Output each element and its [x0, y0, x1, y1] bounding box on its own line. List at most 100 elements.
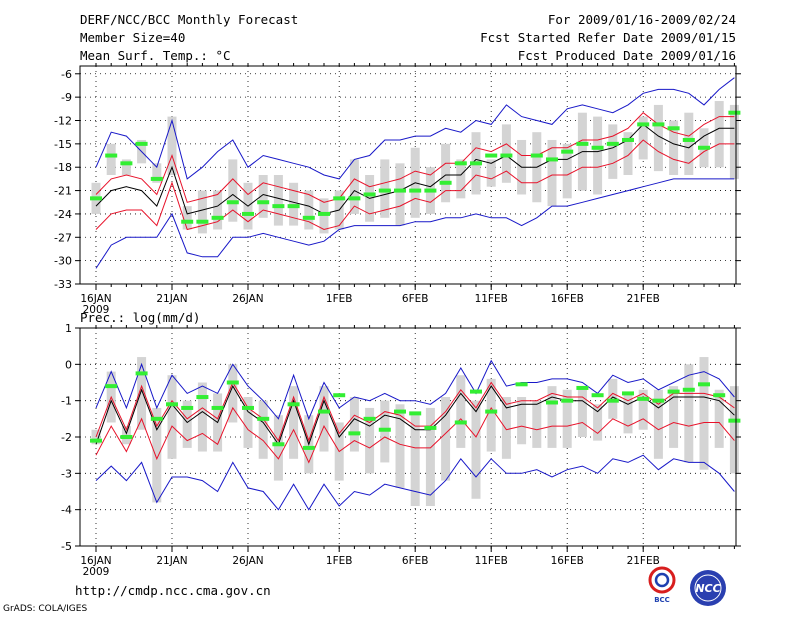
ensemble-box — [729, 386, 739, 474]
ensemble-box — [121, 159, 131, 175]
observation-mark — [302, 215, 315, 220]
ensemble-box — [593, 116, 603, 195]
observation-mark — [637, 122, 650, 127]
y-tick-label: -15 — [54, 138, 72, 151]
x-tick-label: 26JAN — [232, 555, 263, 567]
lower-spread-line — [95, 406, 735, 464]
min-line — [95, 454, 735, 511]
ensemble-box — [608, 124, 618, 179]
ensemble-box — [167, 116, 177, 175]
observation-mark — [378, 188, 391, 193]
temperature-panel: -6 -9 -12 -15 -18 -21 -24 -27 -30 -33 16JAN 21JAN 26… — [54, 63, 741, 316]
observation-mark — [698, 382, 710, 387]
ensemble-box — [684, 112, 694, 175]
x-year-label: 2009 — [83, 566, 110, 578]
observation-mark — [424, 425, 437, 430]
grads-credit: GrADS: COLA/IGES — [3, 604, 88, 614]
ensemble-box — [623, 132, 633, 175]
x-tick-label: 6FEB — [402, 293, 429, 305]
y-tick-label: -18 — [54, 161, 72, 174]
observation-mark — [287, 402, 300, 407]
ensemble-box — [486, 378, 496, 452]
observation-mark — [196, 395, 209, 400]
ensemble-box — [213, 190, 223, 230]
observation-mark — [591, 393, 604, 398]
ensemble-box — [517, 397, 527, 445]
ensemble-box — [669, 386, 679, 448]
ensemble-box — [182, 400, 192, 448]
observation-mark — [394, 188, 406, 193]
observation-mark — [576, 385, 589, 390]
observation-mark — [272, 204, 285, 209]
observation-mark — [105, 384, 118, 389]
y-tick-label: -27 — [54, 231, 72, 244]
observation-mark — [196, 219, 209, 224]
y-tick-label: -21 — [54, 185, 72, 198]
observation-mark — [90, 196, 102, 201]
ensemble-box — [471, 400, 481, 499]
ensemble-box — [289, 386, 299, 459]
observation-mark — [394, 409, 406, 414]
y-tick-label: -3 — [61, 467, 72, 480]
ensemble-box — [714, 101, 724, 168]
observation-mark — [591, 145, 604, 150]
observation-mark — [242, 211, 254, 216]
ensemble-box — [152, 163, 162, 183]
ensemble-box — [456, 159, 466, 199]
observation-mark — [242, 405, 254, 410]
ensemble-box — [395, 163, 405, 226]
ensemble-box — [653, 104, 663, 172]
ensemble-box — [395, 404, 405, 488]
ensemble-box — [684, 364, 694, 463]
ensemble-box — [638, 116, 648, 160]
source-url[interactable]: http://cmdp.ncc.cma.gov.cn — [75, 583, 271, 598]
observation-mark — [530, 153, 543, 158]
ensemble-box — [197, 382, 207, 452]
ensemble-box — [197, 190, 207, 234]
x-year-label: 2009 — [83, 304, 110, 316]
y-tick-label: -2 — [61, 431, 72, 444]
observation-mark — [424, 188, 437, 193]
y-tick-label: 0 — [65, 358, 72, 371]
ensemble-box — [593, 404, 603, 441]
observation-mark — [606, 398, 619, 403]
y-tick-label: -4 — [61, 504, 72, 517]
ensemble-box — [638, 389, 648, 430]
x-tick-label: 1FEB — [326, 555, 353, 567]
ensemble-box — [456, 375, 466, 448]
ensemble-box — [441, 397, 451, 481]
observation-mark — [150, 176, 163, 181]
x-tick-label: 11FEB — [475, 555, 508, 567]
observation-mark — [318, 409, 330, 414]
precipitation-panel: 1 0 -1 -2 -3 -4 -5 16JAN 21JAN 26JAN 1FEB 6FEB 11FEB… — [61, 322, 741, 578]
observation-mark — [698, 145, 710, 150]
ensemble-box — [669, 120, 679, 175]
observation-mark — [257, 200, 270, 205]
observation-mark — [333, 196, 346, 201]
x-tick-label: 21FEB — [627, 293, 660, 305]
produced-date: Fcst Produced Date 2009/01/16 — [517, 48, 736, 63]
chart-title: DERF/NCC/BCC Monthly Forecast — [80, 12, 299, 27]
observation-mark — [606, 141, 619, 146]
ensemble-box — [228, 159, 238, 222]
observation-mark — [166, 402, 178, 407]
ensemble-box — [243, 397, 253, 448]
y-tick-label: 1 — [65, 322, 72, 335]
bcc-logo-text: BCC — [654, 596, 670, 604]
observation-mark — [439, 180, 452, 185]
observation-mark — [363, 192, 376, 197]
ensemble-box — [304, 190, 314, 230]
observation-mark — [211, 405, 224, 410]
ensemble-box — [258, 400, 268, 459]
x-tick-label: 6FEB — [402, 555, 429, 567]
x-tick-label: 16JAN — [80, 293, 111, 305]
ensemble-box — [182, 206, 192, 230]
ensemble-box — [653, 389, 663, 459]
ncc-logo-text: NCC — [695, 582, 720, 595]
ensemble-box — [365, 407, 375, 474]
observation-mark — [728, 110, 741, 115]
observation-mark — [409, 188, 422, 193]
y-tick-label: -24 — [54, 208, 72, 221]
ensemble-box — [425, 407, 435, 507]
observation-mark — [348, 196, 361, 201]
